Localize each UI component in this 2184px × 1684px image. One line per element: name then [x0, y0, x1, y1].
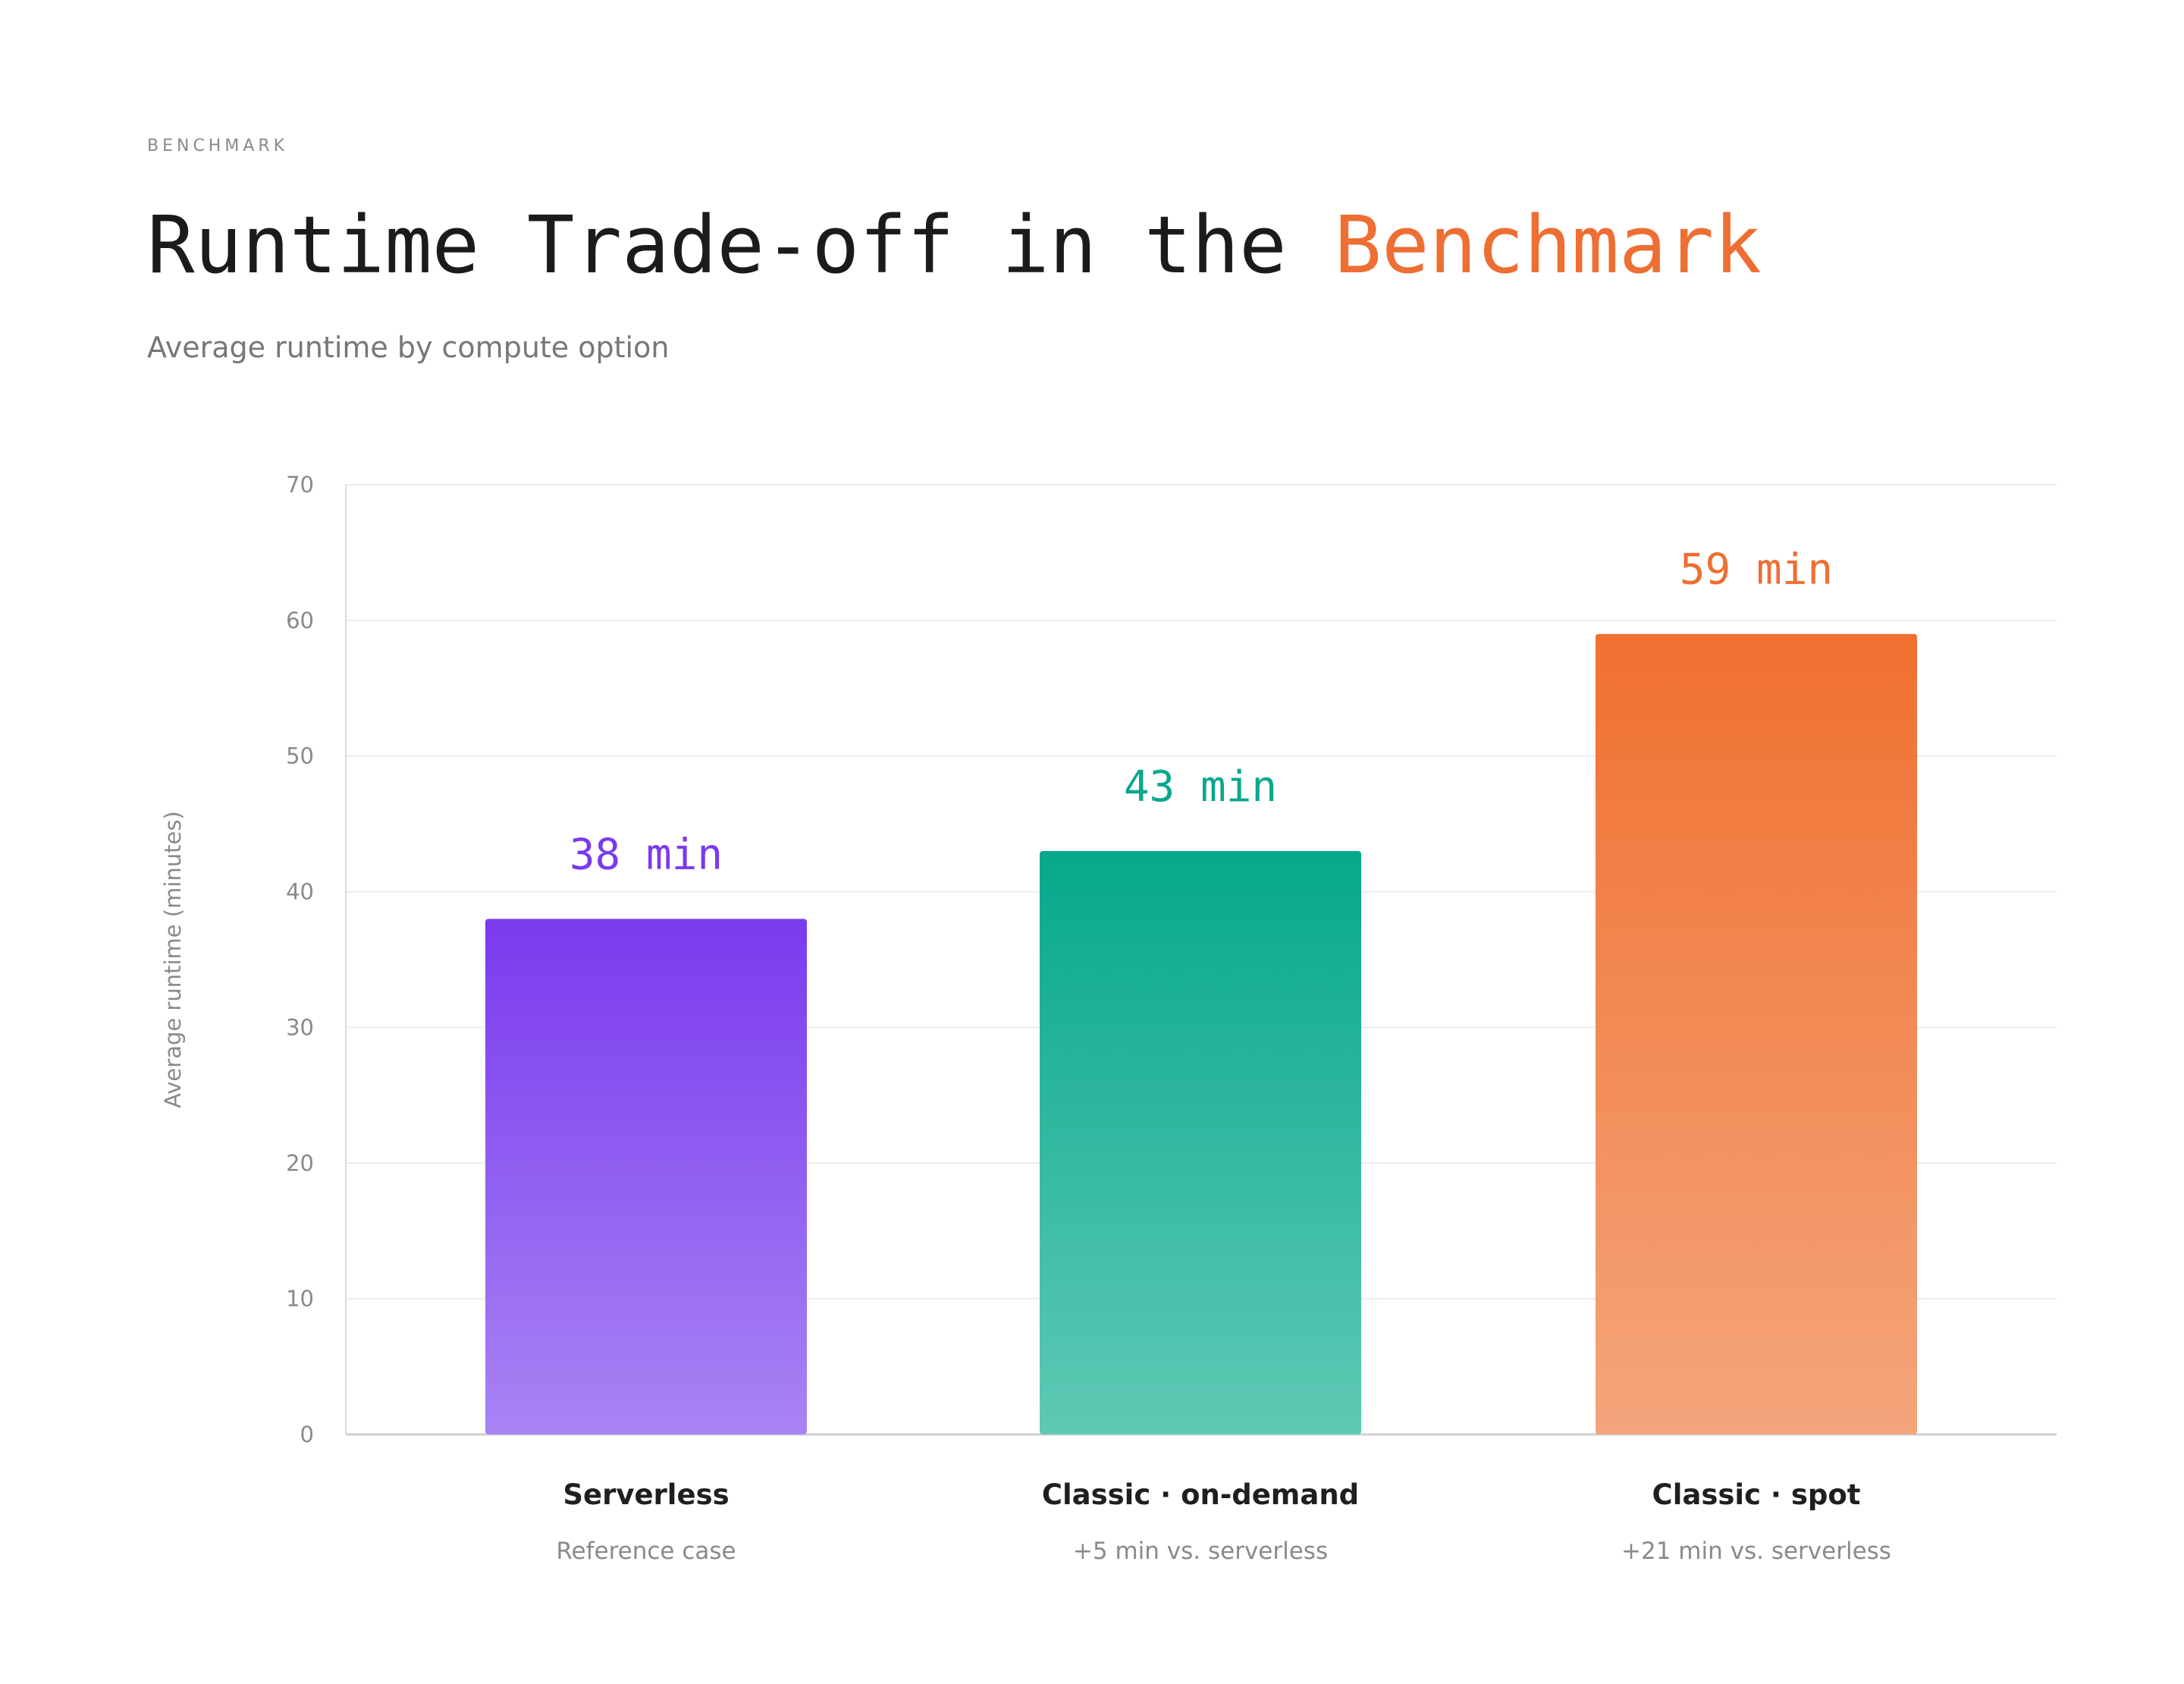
bar-value-label: 59 min — [1680, 545, 1833, 595]
chart-subtitle: Average runtime by compute option — [147, 331, 670, 364]
y-tick-label: 50 — [286, 743, 314, 769]
x-category-label: Classic · on-demand — [1042, 1478, 1359, 1511]
x-category-note: +21 min vs. serverless — [1621, 1538, 1891, 1565]
labels: 38 min Serverless Reference case 43 min Clas… — [556, 545, 1891, 1565]
y-tick-label: 30 — [286, 1014, 314, 1040]
chart-title: Runtime Trade-off in the Benchmark — [147, 199, 1762, 291]
y-tick-label: 60 — [286, 608, 314, 633]
title-main: Runtime Trade-off in the — [147, 199, 1335, 291]
y-tick-label: 70 — [286, 472, 314, 498]
bar-0 — [485, 919, 807, 1434]
x-category-label: Serverless — [563, 1478, 729, 1511]
title-accent: Benchmark — [1334, 199, 1762, 291]
x-category-label: Classic · spot — [1652, 1478, 1861, 1511]
bar-2 — [1596, 633, 1917, 1434]
y-tick-label: 40 — [286, 879, 314, 905]
x-category-note: Reference case — [556, 1538, 736, 1565]
bars — [485, 633, 1917, 1434]
bar-value-label: 43 min — [1124, 762, 1277, 812]
x-category-note: +5 min vs. serverless — [1073, 1538, 1328, 1565]
y-tick-label: 10 — [286, 1286, 314, 1312]
bar-1 — [1040, 850, 1361, 1434]
eyebrow-label: BENCHMARK — [147, 137, 289, 156]
bar-value-label: 38 min — [570, 830, 723, 879]
y-axis-ticks: 0 10 20 30 40 50 60 70 — [286, 472, 314, 1447]
y-axis-title: Average runtime (minutes) — [160, 811, 186, 1108]
y-tick-label: 20 — [286, 1150, 314, 1176]
y-tick-label: 0 — [300, 1422, 314, 1447]
